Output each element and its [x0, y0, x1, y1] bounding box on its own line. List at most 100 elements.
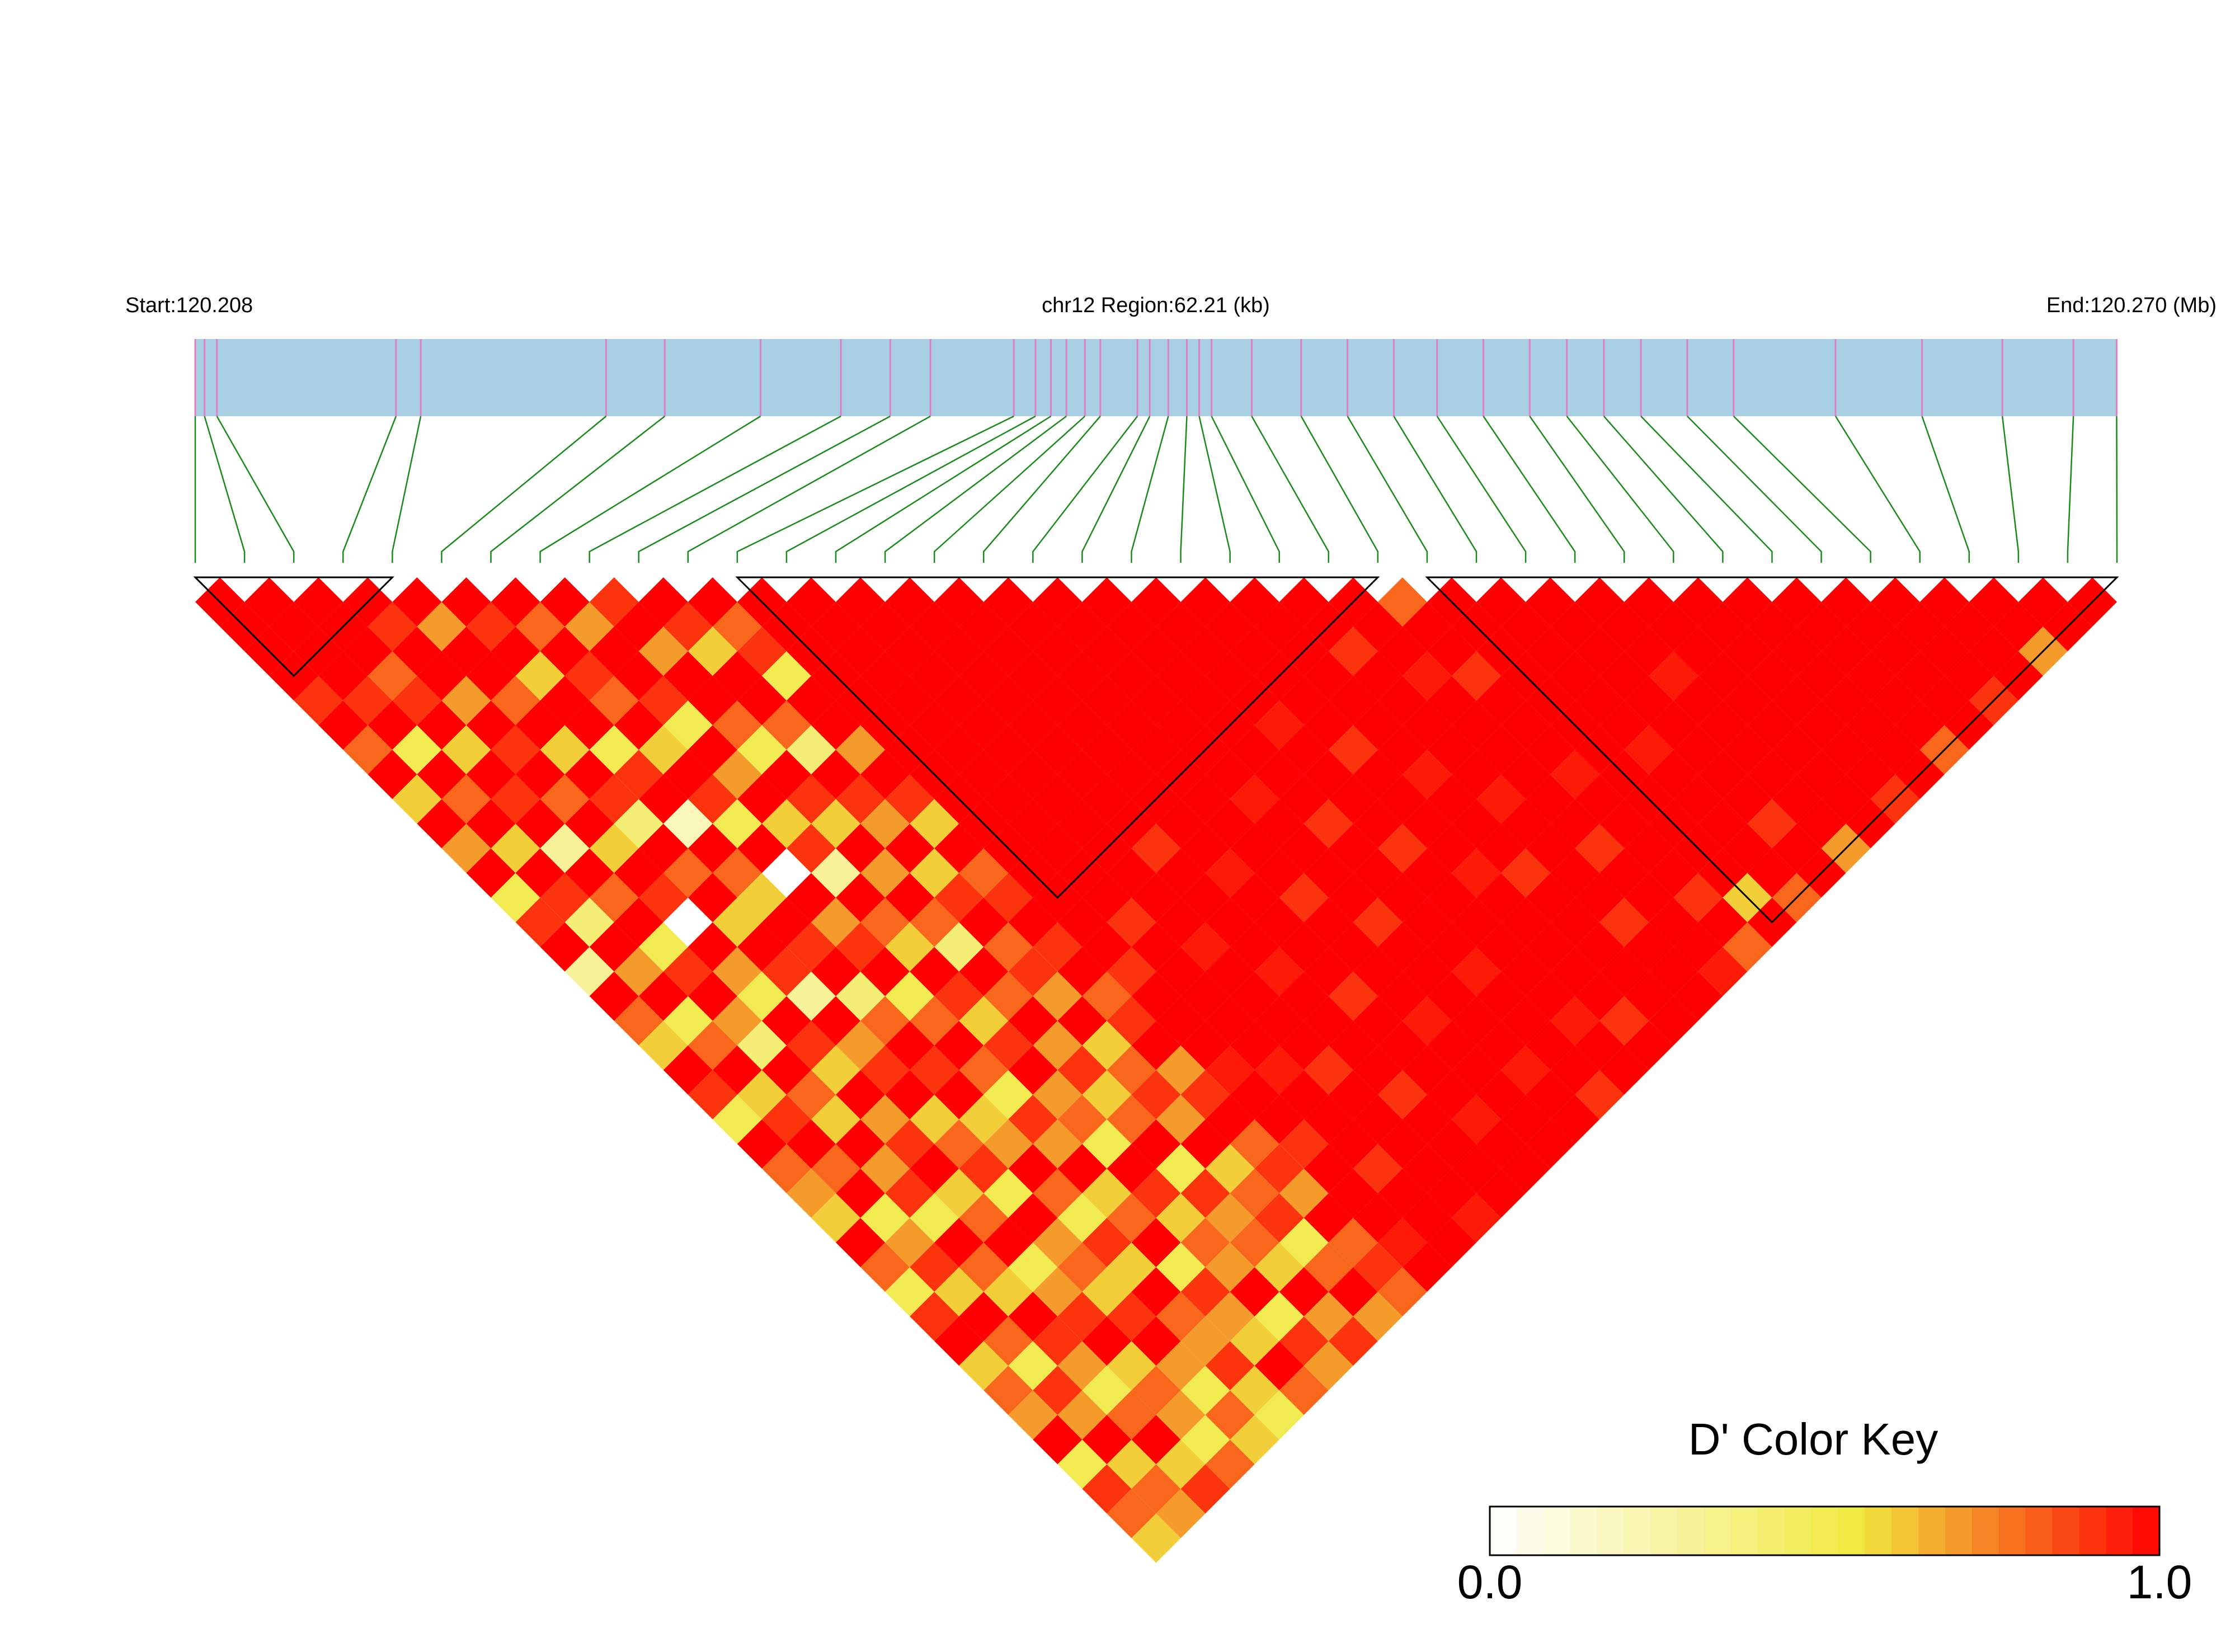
ld-cell: [1870, 577, 1920, 627]
ld-cell: [1279, 577, 1329, 627]
ld-cell: [910, 602, 959, 652]
ld-cell: [1254, 700, 1304, 750]
snp-connector: [1300, 416, 1379, 563]
ld-cell: [1304, 1292, 1353, 1342]
ld-cell: [417, 651, 467, 701]
ld-cell: [663, 897, 713, 947]
ld-cell: [1254, 1094, 1304, 1144]
ld-cell: [984, 1267, 1033, 1317]
ld-cell: [269, 602, 319, 652]
ld-cell: [663, 848, 713, 898]
ld-cell: [491, 676, 540, 726]
ld-cell: [1057, 897, 1107, 947]
ld-cell: [614, 996, 664, 1046]
ld-cell: [1107, 1341, 1156, 1391]
ld-cell: [1082, 1415, 1132, 1465]
ld-cell: [1008, 897, 1058, 947]
ld-cell: [1427, 823, 1476, 873]
ld-cell: [1082, 873, 1132, 923]
ld-cell: [1526, 922, 1575, 972]
snp-connector: [2067, 416, 2074, 563]
ld-cell: [1526, 971, 1575, 1021]
ld-cell: [1723, 774, 1772, 824]
ld-cell: [1772, 627, 1822, 676]
ld-cell: [1599, 799, 1649, 849]
snp-connector: [1347, 416, 1428, 563]
ld-cell: [1205, 848, 1255, 898]
ld-cell: [984, 1316, 1033, 1366]
snp-connector: [638, 415, 891, 563]
ld-cell: [1796, 602, 1846, 652]
ld-cell: [294, 577, 344, 627]
ld-cell: [934, 1119, 984, 1169]
ld-cell: [1723, 922, 1772, 972]
ld-cell: [466, 602, 516, 652]
ld-cell: [836, 627, 886, 676]
ld-cell: [934, 1070, 984, 1119]
ld-cell: [1304, 947, 1353, 996]
ld-cell: [1353, 700, 1403, 750]
ld-cell: [1254, 996, 1304, 1046]
ld-cell: [1230, 627, 1279, 676]
color-key-swatch: [2025, 1507, 2053, 1555]
ld-cell: [737, 1119, 787, 1169]
ld-cell: [712, 602, 762, 652]
ld-cell: [1526, 1070, 1575, 1119]
color-key-title: D' Color Key: [1688, 1414, 1938, 1464]
ld-cell: [1919, 577, 1969, 627]
ld-cell: [1033, 1218, 1083, 1268]
ld-cell: [1723, 577, 1772, 627]
ld-cell: [1304, 996, 1353, 1046]
ld-cell: [1057, 750, 1107, 799]
ld-cell: [1649, 602, 1698, 652]
ld-cell: [1526, 577, 1575, 627]
ld-cell: [441, 627, 491, 676]
ld-cell: [1008, 799, 1058, 849]
ld-cell: [663, 947, 713, 996]
ld-cell: [1230, 873, 1279, 923]
ld-cell: [1377, 1070, 1427, 1119]
ld-cell: [959, 947, 1009, 996]
ld-cell: [1230, 922, 1279, 972]
ld-cell: [491, 823, 540, 873]
ld-cell: [1107, 1439, 1156, 1489]
snp-connector: [1529, 416, 1625, 563]
snp-connector: [1251, 416, 1330, 563]
ld-cell: [1304, 897, 1353, 947]
ld-cell: [1476, 873, 1526, 923]
snp-connector: [2001, 416, 2020, 563]
ld-cell: [1550, 947, 1600, 996]
ld-cell: [1082, 922, 1132, 972]
ld-cell: [885, 1020, 935, 1070]
ld-cell: [1033, 774, 1083, 824]
ld-cell: [737, 676, 787, 726]
ld-cell: [1328, 627, 1378, 676]
snp-connector: [1436, 416, 1527, 563]
color-key-swatch: [1624, 1507, 1651, 1555]
ld-cell: [1328, 971, 1378, 1021]
snp-connector: [785, 415, 1036, 563]
ld-cell: [1180, 774, 1230, 824]
ld-cell: [688, 577, 737, 627]
snp-bar: [195, 339, 2117, 416]
ld-cell: [1205, 1390, 1255, 1440]
ld-cell: [1230, 823, 1279, 873]
ld-cell: [1205, 1193, 1255, 1243]
ld-cell: [1279, 676, 1329, 726]
ld-cell: [934, 676, 984, 726]
ld-cell: [1057, 799, 1107, 849]
ld-cell: [1230, 971, 1279, 1021]
ld-cell: [1254, 897, 1304, 947]
ld-cell: [1353, 897, 1403, 947]
ld-cell: [1279, 1119, 1329, 1169]
ld-cell: [441, 774, 491, 824]
ld-cell: [1057, 996, 1107, 1046]
ld-cell: [1254, 1292, 1304, 1342]
ld-cell: [1821, 774, 1871, 824]
ld-cell: [1205, 1292, 1255, 1342]
snp-connector: [1131, 416, 1169, 563]
ld-cell: [1673, 873, 1723, 923]
ld-cell: [1205, 1094, 1255, 1144]
ld-cell: [1082, 1316, 1132, 1366]
ld-cell: [244, 577, 294, 627]
